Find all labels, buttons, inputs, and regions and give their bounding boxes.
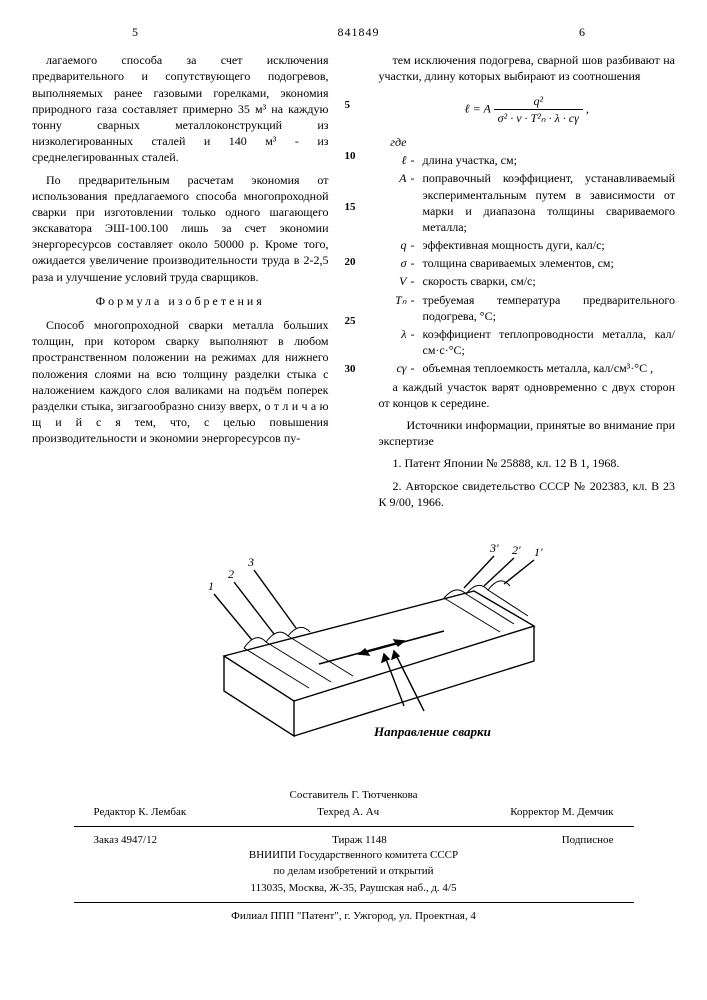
line-num: 25 <box>345 314 363 329</box>
where-row: λ-коэффициент теплопроводности металла, … <box>379 326 676 358</box>
where-row: V-скорость сварки, см/с; <box>379 273 676 289</box>
welding-diagram: 1 2 3 3' 2' 1' Направление сварки <box>144 536 564 766</box>
addr1: 113035, Москва, Ж-35, Раушская наб., д. … <box>32 881 675 896</box>
signed: Подписное <box>562 833 614 848</box>
divider <box>74 826 634 827</box>
formula-trail: , <box>586 101 589 115</box>
formula-numerator: q² <box>494 93 583 110</box>
page-number-right: 6 <box>579 24 675 40</box>
line-num: 5 <box>345 98 363 113</box>
org2: по делам изобретений и открытий <box>32 864 675 879</box>
where-row: где <box>379 134 676 150</box>
fig-label-2: 2 <box>228 567 234 581</box>
divider <box>74 902 634 903</box>
compiler: Составитель Г. Тютченкова <box>32 788 675 803</box>
page-number-left: 5 <box>32 24 138 40</box>
footer-credits: Составитель Г. Тютченкова Редактор К. Ле… <box>32 788 675 924</box>
right-para-1: тем исключения подогрева, сварной шов ра… <box>379 52 676 84</box>
order-row: Заказ 4947/12 Тираж 1148 Подписное <box>94 833 614 848</box>
where-row: cγ-объемная теплоемкость металла, кал/см… <box>379 360 676 376</box>
references-title: Источники информации, принятые во вниман… <box>379 417 676 449</box>
figure-caption: Направление сварки <box>373 724 491 739</box>
formula: ℓ = A q² σ² · v · T²ₙ · λ · cγ , <box>379 93 676 126</box>
where-list: где ℓ-длина участка, см; A-поправочный к… <box>379 134 676 377</box>
document-number: 841849 <box>338 24 380 40</box>
reference-2: 2. Авторское свидетельство СССР № 202383… <box>379 478 676 510</box>
figure: 1 2 3 3' 2' 1' Направление сварки <box>32 536 675 770</box>
fig-label-1: 1 <box>208 579 214 593</box>
right-para-2: а каждый участок варят одновременно с дв… <box>379 379 676 411</box>
formula-denominator: σ² · v · T²ₙ · λ · cγ <box>494 110 583 126</box>
line-numbers: 5 10 15 20 25 30 <box>345 52 363 516</box>
where-row: A-поправочный коэффициент, устанавливаем… <box>379 170 676 235</box>
header-row: 5 841849 6 <box>32 24 675 40</box>
where-row: q-эффективная мощность дуги, кал/с; <box>379 237 676 253</box>
formula-lhs: ℓ = A <box>465 101 491 115</box>
claims-title: Формула изобретения <box>32 293 329 309</box>
line-num: 30 <box>345 362 363 377</box>
branch: Филиал ППП "Патент", г. Ужгород, ул. Про… <box>32 909 675 924</box>
fig-label-3p: 3' <box>489 541 499 555</box>
fig-label-2p: 2' <box>512 543 521 557</box>
where-row: ℓ-длина участка, см; <box>379 152 676 168</box>
credits-row: Редактор К. Лембак Техред А. Ач Корректо… <box>94 805 614 820</box>
left-para-1: лагаемого способа за счет исключения пре… <box>32 52 329 165</box>
right-column: тем исключения подогрева, сварной шов ра… <box>379 52 676 516</box>
where-row: Tₙ-требуемая температура предварительног… <box>379 292 676 324</box>
tirazh: Тираж 1148 <box>332 833 387 848</box>
corrector: Корректор М. Демчик <box>510 805 613 820</box>
fig-label-1p: 1' <box>534 545 543 559</box>
left-para-3: Способ многопроходной сварки металла бол… <box>32 317 329 447</box>
left-para-2: По предварительным расчетам экономия от … <box>32 172 329 285</box>
line-num: 10 <box>345 149 363 164</box>
org1: ВНИИПИ Государственного комитета СССР <box>32 848 675 863</box>
fig-label-3: 3 <box>247 555 254 569</box>
editor: Редактор К. Лембак <box>94 805 187 820</box>
where-label: где <box>379 134 411 150</box>
line-num: 20 <box>345 255 363 270</box>
where-row: σ-толщина свариваемых элементов, см; <box>379 255 676 271</box>
left-column: лагаемого способа за счет исключения пре… <box>32 52 329 516</box>
line-num: 15 <box>345 200 363 215</box>
order: Заказ 4947/12 <box>94 833 158 848</box>
text-columns: лагаемого способа за счет исключения пре… <box>32 52 675 516</box>
reference-1: 1. Патент Японии № 25888, кл. 12 В 1, 19… <box>379 455 676 471</box>
techred: Техред А. Ач <box>317 805 379 820</box>
formula-fraction: q² σ² · v · T²ₙ · λ · cγ <box>494 93 583 126</box>
